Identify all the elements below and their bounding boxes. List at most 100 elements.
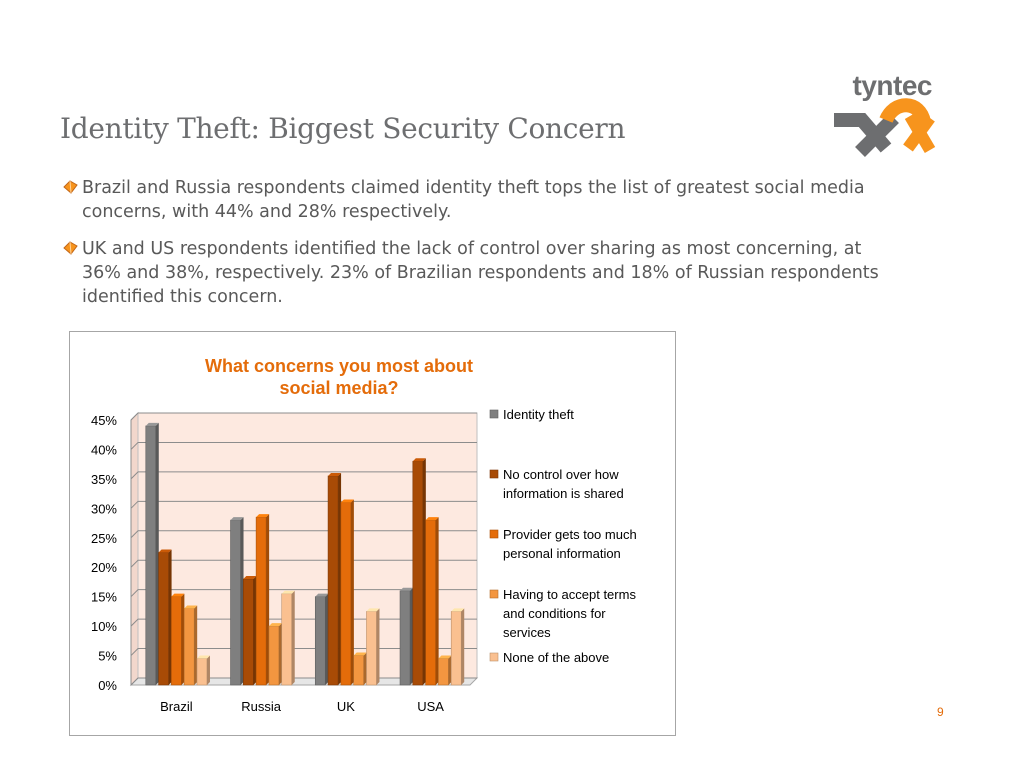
gridline bbox=[130, 530, 477, 539]
bar-side bbox=[422, 458, 426, 685]
plot-side-wall bbox=[130, 411, 139, 687]
y-tick-label: 35% bbox=[91, 472, 117, 487]
bar-side bbox=[266, 514, 270, 685]
bar bbox=[327, 475, 339, 686]
tyntec-x-icon bbox=[834, 98, 936, 157]
bar bbox=[353, 655, 364, 686]
bar bbox=[171, 596, 182, 686]
legend-label: None of the above bbox=[503, 650, 609, 665]
chart-title: social media? bbox=[279, 378, 398, 398]
bar-top bbox=[243, 576, 257, 579]
bar-side bbox=[278, 623, 282, 685]
bar-side bbox=[240, 517, 244, 685]
bar bbox=[412, 460, 424, 686]
bullet-list: Brazil and Russia respondents claimed id… bbox=[62, 176, 882, 322]
bullet-text: Brazil and Russia respondents claimed id… bbox=[82, 178, 865, 222]
bar-top bbox=[196, 655, 210, 659]
x-tick-label: USA bbox=[417, 699, 444, 714]
legend-swatch bbox=[489, 529, 499, 539]
logo-text: tyntec bbox=[852, 70, 933, 101]
legend-label: Having to accept terms bbox=[503, 587, 636, 602]
x-tick-label: Brazil bbox=[160, 699, 193, 714]
gridline bbox=[130, 471, 477, 480]
legend-swatch bbox=[489, 589, 499, 599]
bar bbox=[268, 625, 280, 686]
y-tick-label: 10% bbox=[91, 619, 117, 634]
tyntec-logo: tyntec bbox=[824, 70, 984, 174]
y-tick-label: 0% bbox=[98, 678, 117, 693]
bar-top bbox=[268, 623, 282, 627]
bullet-item: Brazil and Russia respondents claimed id… bbox=[62, 176, 882, 224]
bullet-text: UK and US respondents identified the lac… bbox=[82, 239, 879, 307]
legend-label: personal information bbox=[503, 546, 621, 561]
bar-side bbox=[194, 605, 198, 685]
bar-side bbox=[410, 587, 414, 685]
gridline bbox=[130, 559, 477, 568]
bar-side bbox=[325, 593, 329, 685]
y-tick-label: 40% bbox=[91, 442, 117, 457]
bar bbox=[255, 516, 267, 686]
legend-label: Identity theft bbox=[503, 407, 574, 422]
bar bbox=[158, 552, 169, 686]
bar bbox=[438, 658, 449, 686]
bar bbox=[399, 590, 411, 686]
bar-side bbox=[435, 517, 439, 685]
bar-side bbox=[206, 655, 210, 685]
bar-top bbox=[451, 608, 465, 612]
bar bbox=[314, 596, 326, 686]
legend-swatch bbox=[489, 469, 499, 479]
bar-side bbox=[363, 652, 367, 685]
bar bbox=[366, 611, 377, 686]
bar bbox=[243, 578, 254, 686]
bar-side bbox=[350, 499, 354, 685]
chart-container: What concerns you most about social media… bbox=[69, 331, 676, 736]
page-number: 9 bbox=[937, 705, 944, 719]
gridline bbox=[130, 412, 477, 421]
bar-top bbox=[184, 605, 198, 609]
slide-title: Identity Theft: Biggest Security Concern bbox=[60, 112, 626, 145]
legend-label: Provider gets too much bbox=[503, 527, 637, 542]
bar-side bbox=[291, 590, 295, 685]
bar bbox=[450, 611, 462, 686]
bar-top bbox=[315, 593, 329, 597]
bar bbox=[230, 519, 241, 686]
bar bbox=[340, 502, 352, 686]
bar-side bbox=[168, 549, 172, 685]
gridline bbox=[130, 500, 477, 509]
legend-swatch bbox=[489, 652, 499, 662]
bar-side bbox=[338, 472, 342, 685]
y-tick-label: 5% bbox=[98, 649, 117, 664]
bar bbox=[281, 593, 293, 686]
bar-top bbox=[230, 517, 244, 521]
bullet-item: UK and US respondents identified the lac… bbox=[62, 237, 882, 309]
bar-top bbox=[425, 517, 439, 521]
y-tick-label: 25% bbox=[91, 531, 117, 546]
x-tick-label: UK bbox=[337, 699, 355, 714]
bar bbox=[425, 519, 436, 686]
gridline bbox=[130, 618, 477, 627]
bar-top bbox=[366, 608, 380, 612]
legend-label: and conditions for bbox=[503, 606, 606, 621]
legend-label: No control over how bbox=[503, 467, 619, 482]
bar-side bbox=[376, 608, 380, 685]
y-tick-label: 20% bbox=[91, 560, 117, 575]
gridline bbox=[130, 648, 477, 656]
bar-side bbox=[155, 422, 159, 685]
bar-side bbox=[181, 593, 185, 685]
gridline bbox=[130, 589, 477, 598]
x-tick-label: Russia bbox=[241, 699, 282, 714]
bar-top bbox=[328, 472, 342, 476]
bar-top bbox=[412, 458, 426, 462]
diamond-bullet-icon bbox=[63, 241, 78, 255]
legend-label: information is shared bbox=[503, 486, 624, 501]
bar bbox=[196, 658, 208, 686]
bar-top bbox=[145, 422, 159, 426]
bar-top bbox=[340, 499, 354, 503]
bar-top bbox=[256, 514, 270, 518]
bar bbox=[183, 608, 195, 686]
gridline bbox=[130, 441, 477, 450]
bar bbox=[145, 425, 157, 686]
legend-label: services bbox=[503, 625, 551, 640]
diamond-bullet-icon bbox=[63, 180, 78, 194]
